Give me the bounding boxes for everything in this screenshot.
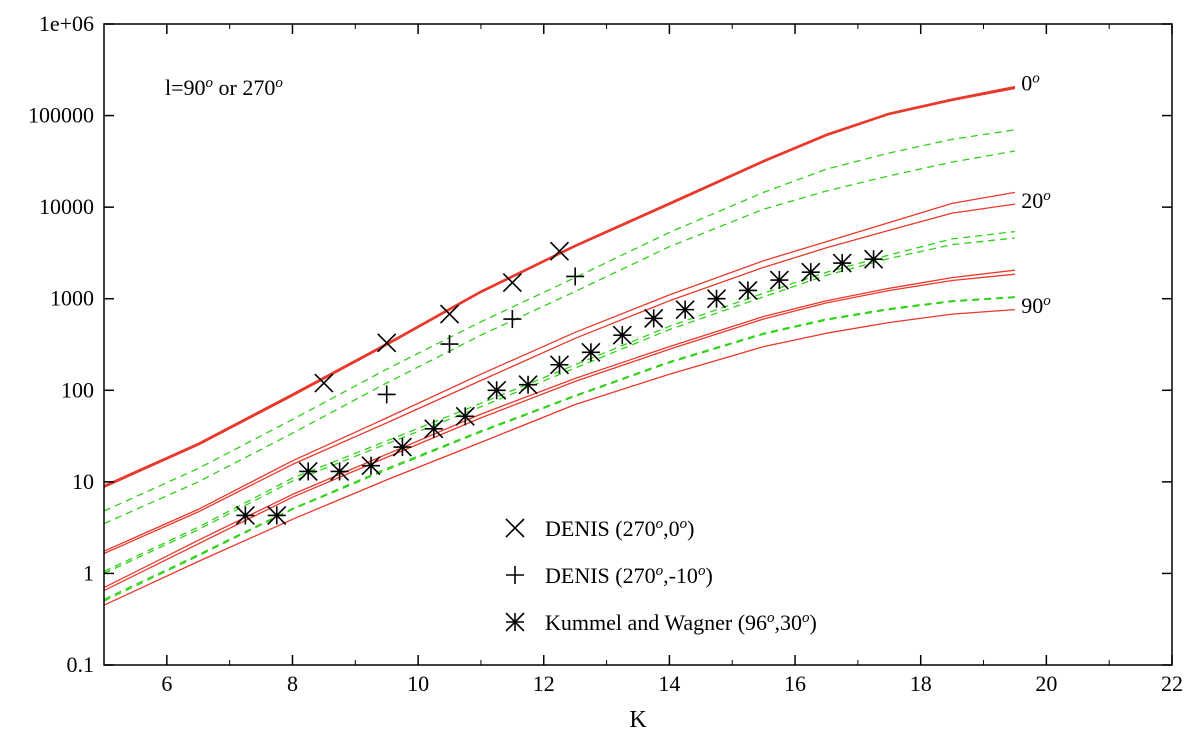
model-curve [103, 269, 1015, 589]
model-curve-dashed [103, 150, 1016, 525]
y-tick-label: 100 [61, 377, 94, 402]
data-point-x [549, 241, 570, 261]
y-tick-label: 1 [83, 560, 94, 585]
x-tick-label: 6 [161, 671, 172, 696]
data-point-asterisk [330, 461, 350, 481]
legend-marker-glyph [506, 566, 524, 584]
data-point-asterisk [424, 419, 444, 439]
legend-marker-glyph [505, 612, 525, 632]
marker-stroke [549, 241, 570, 261]
data-point-x [377, 333, 397, 353]
x-tick-label: 14 [658, 671, 680, 696]
model-curve [103, 86, 1016, 488]
model-curve [103, 85, 1016, 488]
marker-stroke [505, 518, 525, 538]
model-curve [103, 308, 1015, 606]
data-point-asterisk [298, 461, 318, 481]
data-point-asterisk [738, 280, 758, 301]
data-point-asterisk [801, 262, 821, 282]
x-axis: 6 8 10 12 14 16 18 20 22 [103, 24, 1183, 696]
legend-label-denis-10: DENIS (270o,-10o) [545, 563, 713, 588]
data-points [235, 241, 884, 525]
model-curve-dashed [103, 296, 1015, 602]
marker-stroke [502, 273, 522, 293]
marker-stroke [377, 333, 397, 353]
data-point-asterisk [675, 300, 695, 320]
x-tick-label: 20 [1035, 671, 1057, 696]
x-tick-label: 18 [910, 671, 932, 696]
curve-label-2: 90o [1021, 293, 1051, 318]
y-tick-label: 1000 [50, 286, 94, 311]
marker-stroke [439, 304, 460, 324]
data-point-x [439, 304, 460, 324]
legend: DENIS (270o,0o) DENIS (270o,-10o) Kummel… [505, 516, 817, 635]
model-curve-dashed [103, 129, 1015, 512]
data-point-plus [566, 267, 585, 286]
data-point-plus [503, 310, 522, 329]
x-tick-label: 12 [533, 671, 555, 696]
data-point-asterisk [549, 355, 570, 375]
data-point-asterisk [267, 505, 287, 525]
data-point-asterisk [864, 249, 884, 269]
data-point-x [314, 373, 334, 393]
x-tick-label: 22 [1161, 671, 1183, 696]
model-curve-dashed [103, 296, 1015, 600]
data-point-plus [377, 385, 396, 404]
x-tick-label: 10 [407, 671, 429, 696]
y-tick-label: 10 [72, 469, 94, 494]
legend-label-kummel-wagner: Kummel and Wagner (96o,30o) [545, 610, 817, 635]
data-point-asterisk [455, 406, 475, 426]
data-point-asterisk [769, 270, 789, 290]
model-curve-dashed [103, 237, 1015, 574]
legend-marker-plus [506, 566, 524, 584]
plot-frame [103, 23, 1173, 666]
y-tick-label: 100000 [28, 103, 94, 128]
curve-label-0: 0o [1021, 70, 1040, 95]
y-axis: 0.1 1 10 100 1000 10000 100000 1e+06 [28, 11, 1172, 677]
legend-label-denis-0: DENIS (270o,0o) [545, 516, 694, 541]
model-curves [103, 85, 1016, 606]
data-point-x [502, 273, 522, 293]
data-point-asterisk [612, 325, 632, 345]
data-point-asterisk [706, 289, 727, 309]
y-tick-label: 0.1 [67, 652, 95, 677]
data-point-asterisk [487, 380, 507, 400]
x-tick-label: 16 [784, 671, 806, 696]
model-curve [103, 191, 1016, 552]
model-curve [103, 203, 1015, 555]
x-axis-label: K [629, 707, 647, 733]
legend-marker-glyph [505, 518, 525, 538]
curve-label-1: 20o [1021, 188, 1051, 213]
legend-marker-asterisk [505, 612, 525, 632]
data-point-asterisk [518, 375, 538, 395]
marker-stroke [314, 373, 334, 393]
data-point-plus [440, 335, 459, 354]
model-curve-dashed [103, 230, 1015, 573]
y-tick-label: 10000 [39, 194, 94, 219]
y-tick-label: 1e+06 [39, 11, 94, 36]
data-point-asterisk [832, 253, 852, 273]
data-point-asterisk [392, 437, 412, 457]
data-point-asterisk [644, 308, 664, 328]
legend-marker-x [505, 518, 525, 538]
longitude-annotation: l=90o or 270o [165, 75, 283, 100]
model-curve [103, 273, 1015, 592]
data-point-asterisk [361, 456, 381, 476]
data-point-asterisk [581, 342, 601, 362]
x-tick-label: 8 [287, 671, 298, 696]
data-point-asterisk [235, 505, 255, 525]
